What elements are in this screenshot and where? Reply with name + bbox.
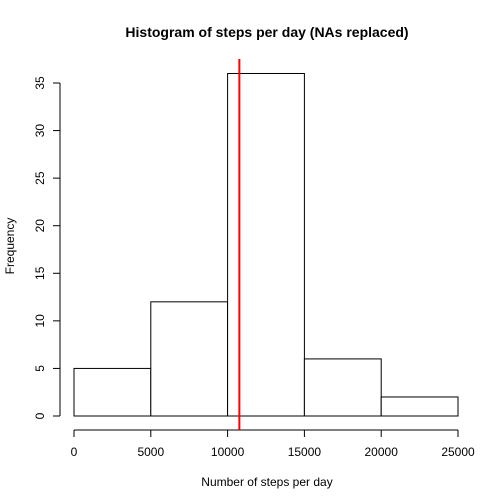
y-axis-label: Frequency <box>3 218 17 275</box>
y-tick-label: 15 <box>33 266 47 280</box>
x-tick-label: 5000 <box>137 445 164 459</box>
histogram-bar-4 <box>380 396 459 417</box>
x-tick-label: 25000 <box>441 445 475 459</box>
histogram-bar-2 <box>227 72 305 417</box>
x-tick-label: 20000 <box>365 445 399 459</box>
y-tick-label: 20 <box>33 219 47 233</box>
x-tick-label: 0 <box>71 445 78 459</box>
histogram-bar-0 <box>73 367 152 417</box>
x-tick-label: 15000 <box>288 445 322 459</box>
y-tick-label: 25 <box>33 171 47 185</box>
y-tick-label: 30 <box>33 124 47 138</box>
x-axis-label: Number of steps per day <box>201 475 332 489</box>
y-axis: 0 5 10 15 20 25 30 35 <box>33 76 61 419</box>
x-axis: 0 5000 10000 15000 20000 25000 <box>71 429 475 459</box>
histogram-bar-1 <box>150 301 229 417</box>
x-tick-label: 10000 <box>211 445 245 459</box>
histogram-bar-3 <box>303 358 382 417</box>
chart-title: Histogram of steps per day (NAs replaced… <box>125 24 408 40</box>
y-tick-label: 10 <box>33 314 47 328</box>
y-tick-label: 0 <box>33 412 47 419</box>
bars-group <box>73 72 459 417</box>
y-tick-label: 5 <box>33 365 47 372</box>
y-tick-label: 35 <box>33 76 47 90</box>
